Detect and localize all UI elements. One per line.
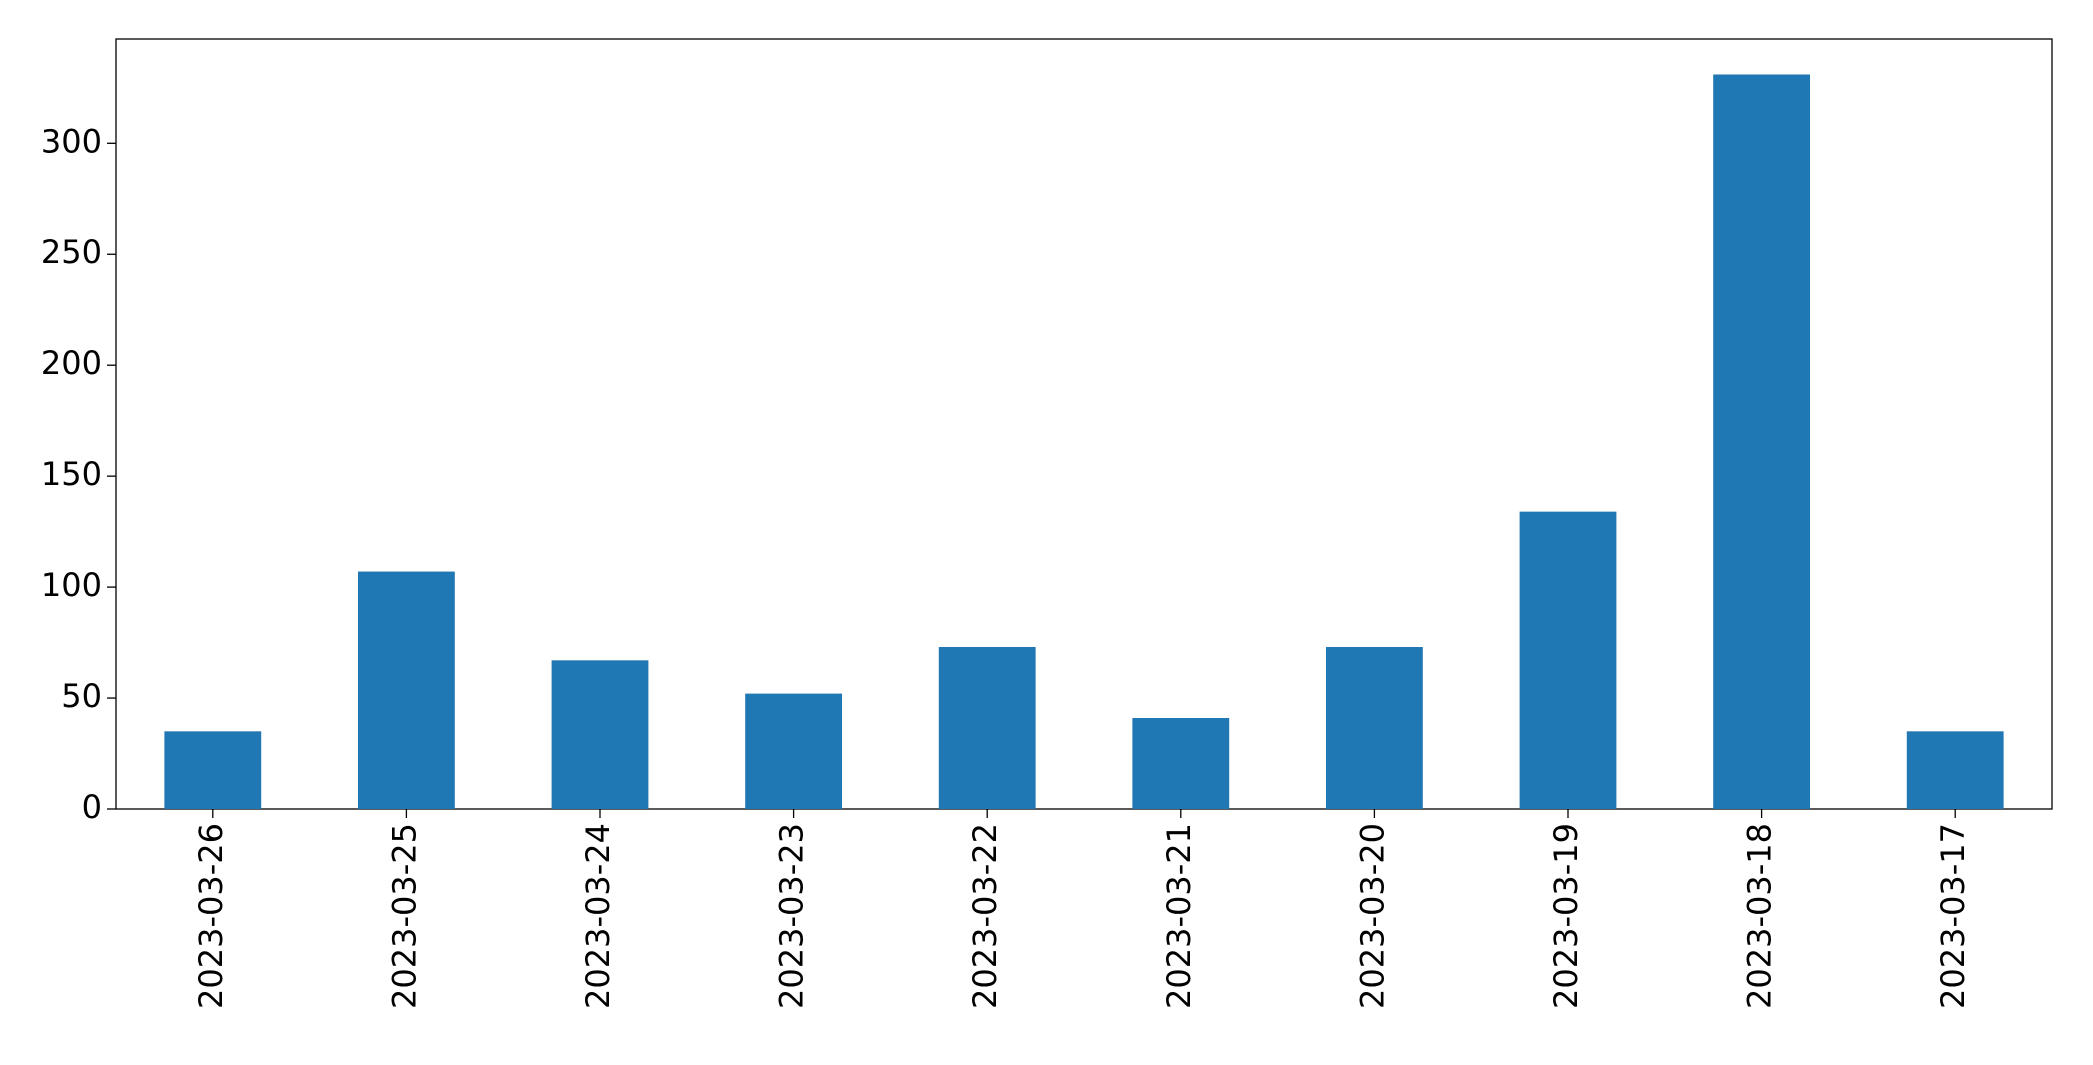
x-tick-label: 2023-03-24: [579, 823, 617, 1009]
bar: [938, 647, 1036, 809]
x-tick-label: 2023-03-25: [385, 823, 423, 1009]
x-tick-label: 2023-03-22: [966, 823, 1004, 1009]
bar: [358, 571, 455, 809]
y-tick-label: 300: [41, 122, 102, 160]
y-tick-label: 150: [41, 455, 102, 493]
bar: [1713, 74, 1810, 809]
bar: [551, 660, 649, 809]
bar: [1132, 718, 1230, 809]
y-tick-label: 100: [41, 566, 102, 604]
x-tick-label: 2023-03-20: [1353, 823, 1391, 1009]
y-tick-label: 0: [82, 788, 102, 826]
x-tick-label: 2023-03-17: [1934, 823, 1972, 1009]
y-tick-label: 250: [41, 233, 102, 271]
bar: [1906, 731, 2004, 809]
x-tick-label: 2023-03-23: [773, 823, 811, 1009]
bar: [1326, 647, 1423, 809]
plot-frame: [115, 38, 2053, 810]
y-tick-label: 50: [61, 677, 102, 715]
y-tick-label: 200: [41, 344, 102, 382]
x-tick-label: 2023-03-19: [1547, 823, 1585, 1009]
x-tick-label: 2023-03-26: [192, 823, 230, 1009]
bar: [1519, 511, 1617, 809]
bar: [745, 693, 842, 809]
x-tick-label: 2023-03-18: [1741, 823, 1779, 1009]
x-tick-label: 2023-03-21: [1160, 823, 1198, 1009]
bar: [164, 731, 262, 809]
